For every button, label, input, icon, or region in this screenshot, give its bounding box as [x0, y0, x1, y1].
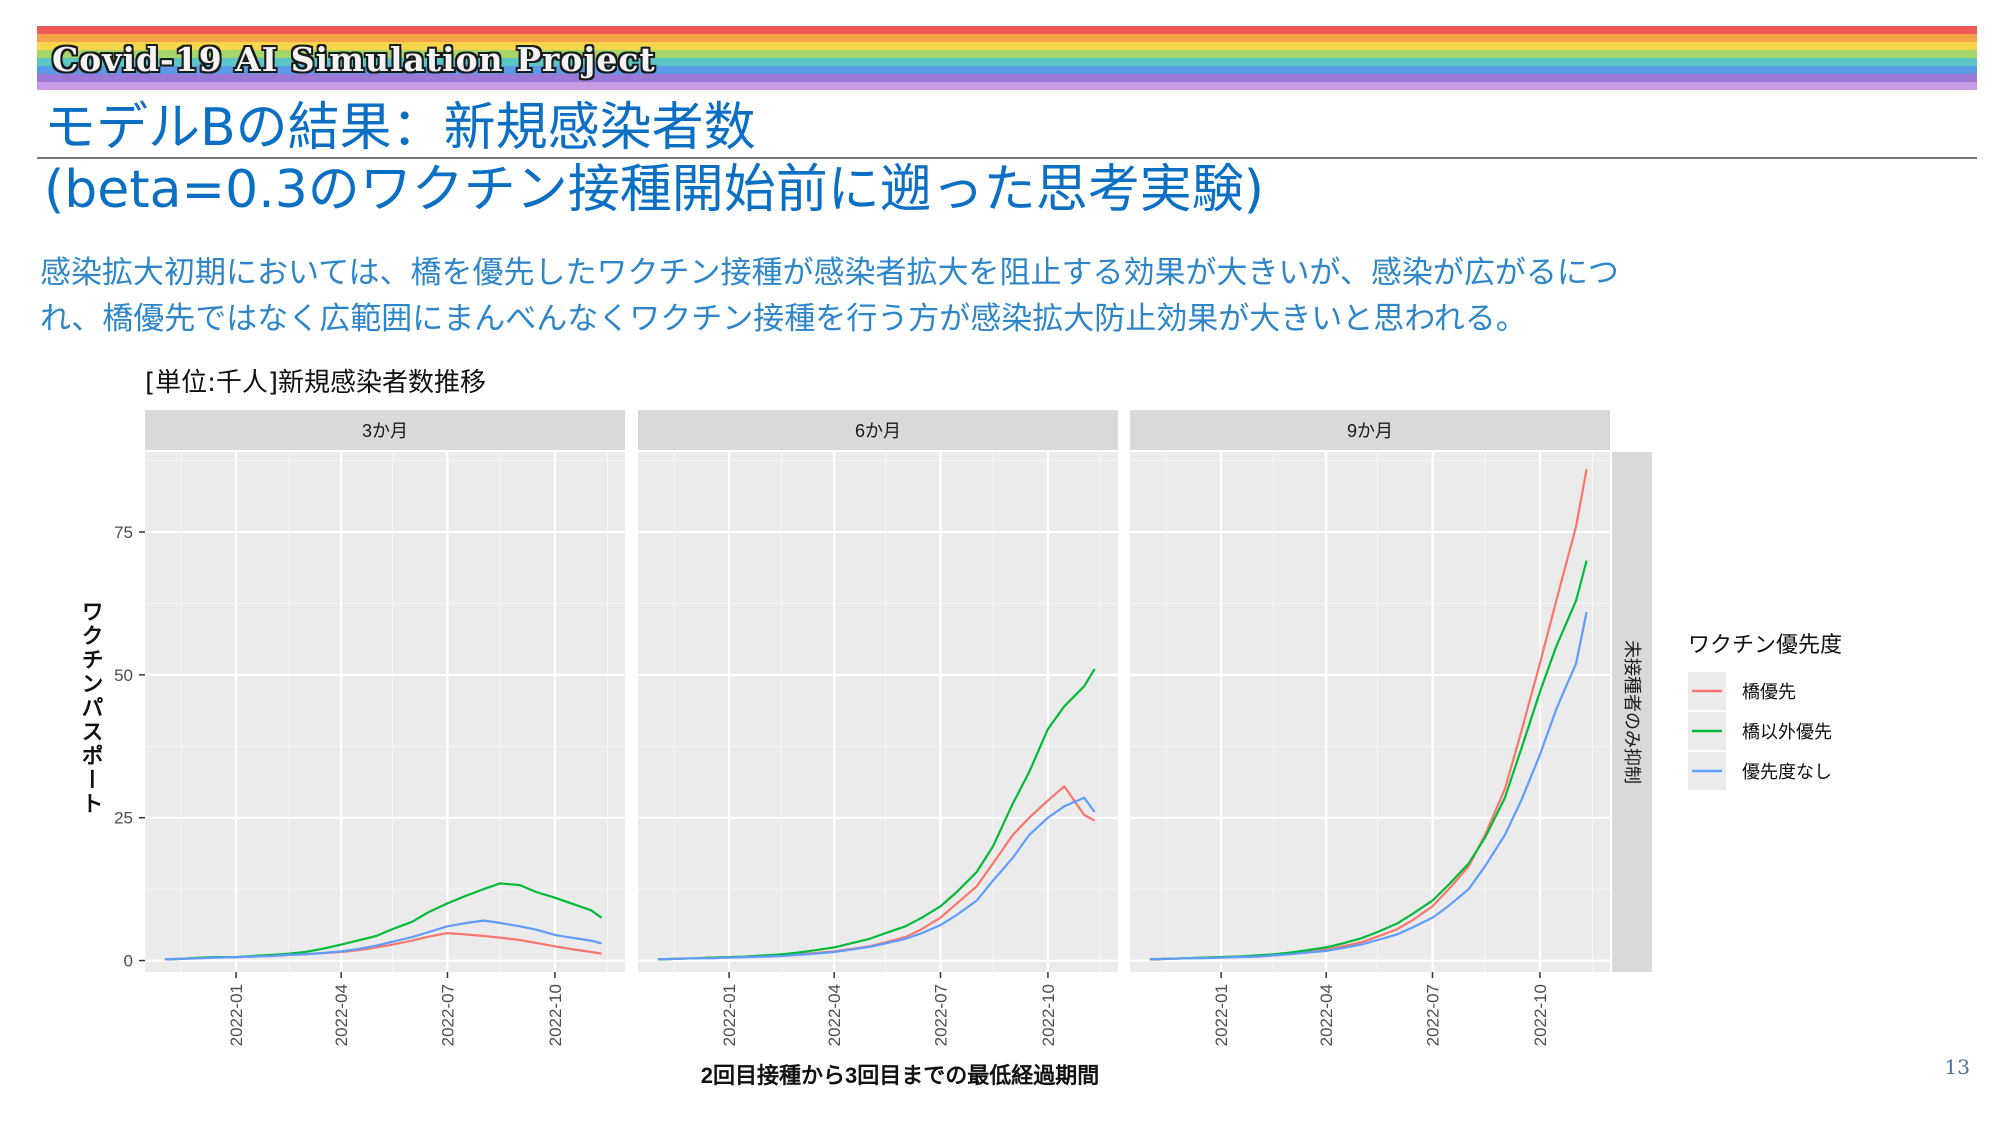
legend-item-label: 優先度なし: [1742, 762, 1832, 782]
panel-strip: [1130, 410, 1610, 450]
series-line: [164, 919, 602, 961]
x-tick-label: 2022-04: [332, 984, 351, 1046]
title-divider: [37, 157, 1977, 159]
panel-strip: [638, 410, 1118, 450]
description-line2: れ、橋優先ではなく広範囲にまんべんなくワクチン接種を行う方が感染拡大防止効果が大…: [40, 301, 1527, 337]
x-tick-label: 2022-10: [1039, 984, 1058, 1046]
x-tick-label: 2022-07: [1423, 984, 1442, 1046]
row-strip-label: 未接種者のみ抑制: [1622, 640, 1642, 784]
banner-stripe: [37, 50, 1977, 58]
series-line: [657, 796, 1096, 961]
project-banner-title: Covid-19 AI Simulation Project: [52, 40, 656, 79]
y-tick-label: 0: [124, 952, 133, 971]
row-strip: [1612, 452, 1652, 972]
panel-strip-label: 9か月: [1347, 421, 1393, 441]
banner-stripe: [37, 58, 1977, 66]
y-tick-label: 75: [114, 523, 133, 542]
panel-strip-label: 6か月: [855, 421, 901, 441]
banner-stripe: [37, 34, 1977, 42]
banner-stripe: [37, 66, 1977, 74]
slide-title-line2: (beta=0.3のワクチン接種開始前に遡った思考実験): [44, 160, 1265, 220]
x-tick-label: 2022-07: [438, 984, 457, 1046]
x-tick-label: 2022-07: [931, 984, 950, 1046]
panel-strip: [145, 410, 625, 450]
x-tick-label: 2022-01: [227, 984, 246, 1046]
y-tick-label: 50: [114, 666, 133, 685]
panel-strip-label: 3か月: [362, 421, 408, 441]
x-axis-title: 2回目接種から3回目までの最低経過期間: [701, 1063, 1099, 1088]
series-line: [1149, 611, 1588, 961]
banner-stripe: [37, 26, 1977, 34]
banner-stripe: [37, 82, 1977, 90]
x-tick-label: 2022-01: [720, 984, 739, 1046]
chart-title: [単位:千人]新規感染者数推移: [145, 368, 487, 398]
y-tick-label: 25: [114, 809, 133, 828]
x-tick-label: 2022-10: [546, 984, 565, 1046]
legend-item-label: 橋優先: [1742, 682, 1796, 702]
slide-title-line1: モデルBの結果：新規感染者数: [44, 98, 756, 158]
panel-background: [145, 452, 625, 972]
x-tick-label: 2022-10: [1531, 984, 1550, 1046]
panel-background: [1130, 452, 1610, 972]
legend-item-label: 橋以外優先: [1742, 722, 1832, 742]
legend-title: ワクチン優先度: [1688, 632, 1842, 657]
x-tick-label: 2022-04: [1317, 984, 1336, 1046]
description-line1: 感染拡大初期においては、橋を優先したワクチン接種が感染者拡大を阻止する効果が大き…: [40, 255, 1619, 291]
x-tick-label: 2022-04: [825, 984, 844, 1046]
banner-stripe: [37, 74, 1977, 82]
x-tick-label: 2022-01: [1212, 984, 1231, 1046]
panel-background: [638, 452, 1118, 972]
page-number: 13: [1944, 1055, 1970, 1079]
banner-stripe: [37, 42, 1977, 50]
y-axis-title: ワクチンパスポート: [79, 600, 104, 816]
